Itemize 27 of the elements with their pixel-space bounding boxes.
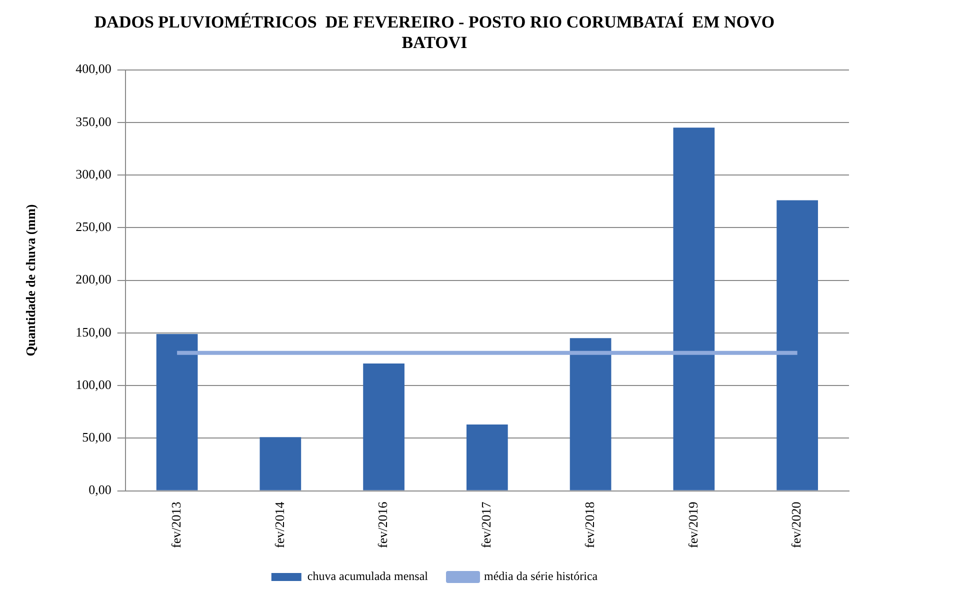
y-tick-label: 400,00 [76, 61, 112, 76]
legend-label: média da série histórica [484, 569, 598, 584]
bar [363, 363, 404, 490]
bar [776, 200, 818, 490]
x-tick-label: fev/2017 [478, 501, 494, 548]
y-axis-title: Quantidade de chuva (mm) [23, 204, 38, 356]
y-tick-label: 350,00 [76, 114, 112, 129]
y-tick-label: 200,00 [76, 272, 112, 287]
bar [156, 334, 198, 490]
bar [260, 437, 302, 490]
y-tick-label: 100,00 [76, 376, 112, 392]
y-tick-label: 250,00 [76, 219, 112, 234]
x-tick-label: fev/2013 [168, 502, 184, 548]
y-tick-label: 0,00 [88, 482, 112, 498]
y-tick-label: 150,00 [76, 324, 112, 340]
x-tick-label: fev/2020 [788, 502, 804, 548]
y-tick-label: 300,00 [76, 166, 112, 182]
y-tick-label: 50,00 [82, 430, 112, 445]
x-tick-label: fev/2019 [685, 502, 700, 548]
legend-label: chuva acumulada mensal [307, 569, 429, 584]
x-tick-label: fev/2016 [375, 501, 390, 548]
bar [673, 128, 715, 490]
x-tick-label: fev/2018 [582, 502, 597, 548]
chart-title: DADOS PLUVIOMÉTRICOS DE FEVEREIRO - POSTO RIO CORUMBATAÍ EM NOVO BATOVI [94, 12, 775, 52]
bar [570, 338, 612, 490]
bar [466, 424, 508, 490]
x-tick-label: fev/2014 [272, 501, 287, 548]
